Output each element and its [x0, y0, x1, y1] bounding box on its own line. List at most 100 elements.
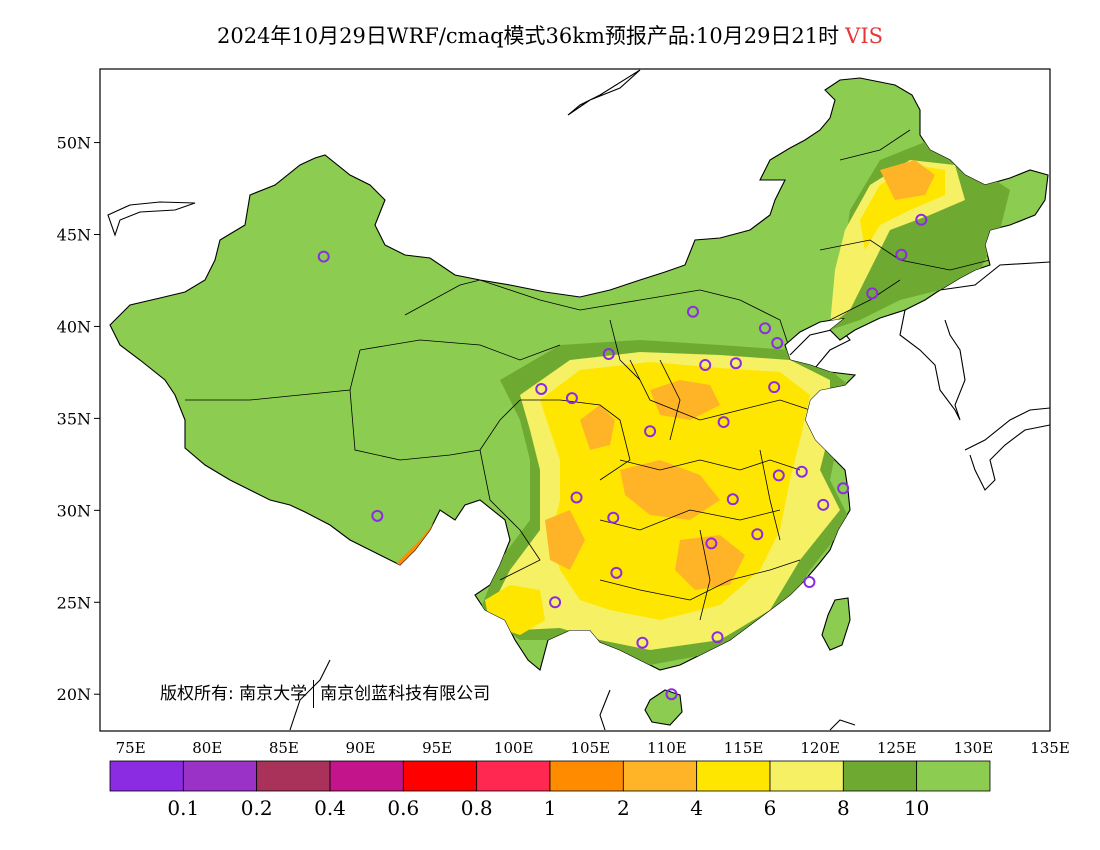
city-marker [602, 348, 615, 361]
colorbar-swatch [476, 760, 551, 792]
colorbar-label: 0.2 [241, 796, 273, 820]
lon-tick-label: 85E [269, 739, 299, 757]
lon-tick-label: 75E [116, 739, 146, 757]
colorbar-label: 2 [617, 796, 630, 820]
kazakhstan-lake [107, 201, 196, 237]
colorbar-label: 6 [764, 796, 777, 820]
colorbar-swatch [842, 760, 918, 792]
city-marker [535, 382, 548, 395]
lat-tick-label: 30N [57, 501, 91, 520]
city-marker [699, 359, 712, 372]
city-marker [636, 636, 649, 649]
neighbor-coastlines [107, 69, 1050, 731]
lat-tick-label: 35N [57, 409, 91, 428]
colorbar-swatch [916, 760, 991, 792]
city-marker [317, 250, 330, 263]
lon-tick-label: 95E [422, 739, 452, 757]
lon-tick-label: 135E [1030, 739, 1070, 757]
city-marker [549, 596, 562, 609]
city-marker [803, 576, 816, 589]
lon-tick-label: 120E [800, 739, 840, 757]
map-title: 2024年10月29日WRF/cmaq模式36km预报产品:10月29日21时 V… [0, 20, 1100, 50]
lon-tick-label: 125E [877, 739, 917, 757]
sea-of-okhotsk-coast [567, 69, 641, 116]
city-marker [726, 493, 739, 506]
copyright-notice: 版权所有: 南京大学 南京创蓝科技有限公司 [160, 679, 490, 708]
japan-coastline [964, 407, 1050, 491]
copyright-org-company: 南京创蓝科技有限公司 [320, 684, 491, 704]
city-markers [317, 213, 928, 701]
city-marker [686, 305, 699, 318]
city-marker [644, 425, 657, 438]
colorbar-swatch [769, 760, 844, 792]
china-landmass [109, 77, 1049, 726]
city-marker [751, 528, 764, 541]
colorbar: 0.1 0.2 0.4 0.6 0.8 1 2 4 6 8 10 [109, 760, 991, 820]
vis-band-2-4f [880, 160, 935, 200]
city-marker [665, 688, 678, 701]
colorbar-label: 0.1 [167, 796, 199, 820]
city-marker [371, 509, 384, 522]
vis-band-2-4 [580, 405, 615, 450]
city-marker [759, 322, 771, 335]
title-text: 2024年10月29日WRF/cmaq模式36km预报产品:10月29日21时 [216, 24, 840, 48]
vis-band-2-4b [650, 380, 720, 420]
colorbar-label: 0.6 [387, 796, 419, 820]
lon-tick-label: 110E [647, 739, 687, 757]
city-marker [705, 537, 718, 550]
city-marker [565, 392, 578, 405]
longitude-axis: 75E 80E 85E 90E 95E 100E 105E 110E 115E 120E 125E 1… [116, 739, 1070, 757]
copyright-org-nju: 南京大学 [239, 684, 308, 704]
colorbar-label: 0.4 [314, 796, 346, 820]
lon-tick-label: 105E [571, 739, 611, 757]
lon-tick-label: 80E [192, 739, 222, 757]
colorbar-label: 10 [904, 796, 929, 820]
city-marker [817, 498, 830, 511]
colorbar-label: 8 [837, 796, 850, 820]
city-marker [570, 491, 583, 504]
colorbar-label: 4 [690, 796, 703, 820]
colorbar-label: 0.8 [461, 796, 493, 820]
latitude-axis: 50N 45N 40N 35N 30N 25N 20N [57, 134, 100, 704]
colorbar-swatch [549, 760, 624, 792]
colorbar-swatch [696, 760, 771, 792]
colorbar-swatch [622, 760, 698, 792]
lat-tick-label: 20N [57, 685, 91, 704]
colorbar-swatch [109, 760, 184, 792]
lon-tick-label: 90E [345, 739, 375, 757]
city-marker [717, 416, 730, 429]
colorbar-swatch [329, 760, 404, 792]
city-marker [607, 511, 620, 524]
city-marker [610, 566, 623, 579]
city-marker [711, 631, 724, 644]
copyright-separator [313, 680, 315, 708]
vis-band-6-8-northeast [830, 160, 965, 325]
lat-tick-label: 50N [57, 134, 91, 153]
city-marker [866, 287, 879, 300]
province-borders [185, 129, 991, 621]
colorbar-label: 1 [544, 796, 557, 820]
city-marker [915, 213, 928, 226]
city-marker [768, 381, 781, 394]
city-marker [895, 248, 908, 261]
lon-tick-label: 130E [954, 739, 994, 757]
lat-tick-label: 25N [57, 593, 91, 612]
vis-band-2-4d [675, 535, 745, 590]
map-frame [99, 68, 1051, 732]
copyright-prefix: 版权所有: [160, 684, 234, 704]
vis-band-2-4c [620, 460, 720, 520]
indochina-coastline [289, 659, 856, 731]
lon-tick-label: 100E [494, 739, 534, 757]
lat-tick-label: 40N [57, 317, 91, 336]
city-marker [771, 336, 784, 349]
colorbar-swatch [182, 760, 258, 792]
variable-name: VIS [845, 24, 884, 48]
colorbar-swatch [402, 760, 478, 792]
city-marker [772, 469, 785, 482]
city-marker [795, 465, 808, 478]
lon-tick-label: 115E [724, 739, 764, 757]
colorbar-swatch [256, 760, 331, 792]
lat-tick-label: 45N [57, 226, 91, 245]
taiwan-island [821, 597, 851, 651]
